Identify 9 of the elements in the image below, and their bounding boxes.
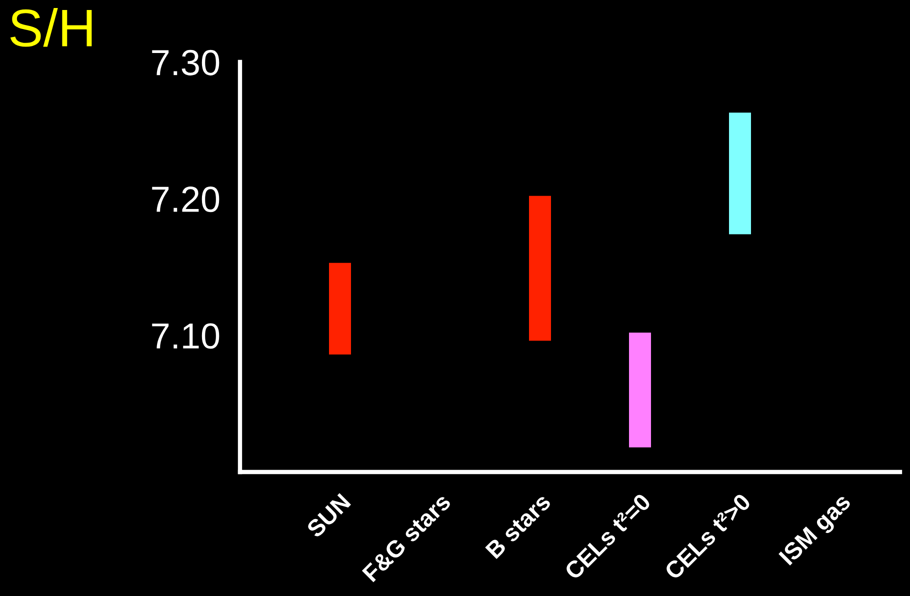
- bar: [329, 262, 351, 354]
- chart-title: S/H: [10, 8, 92, 47]
- bar: [529, 196, 551, 341]
- y-tick-label: 7.20: [152, 186, 220, 212]
- bar: [629, 332, 651, 448]
- bar: [729, 112, 751, 234]
- y-tick-label: 7.30: [152, 50, 220, 76]
- y-tick-label: 7.10: [152, 323, 220, 349]
- x-tick-label: ISM gas: [778, 492, 855, 569]
